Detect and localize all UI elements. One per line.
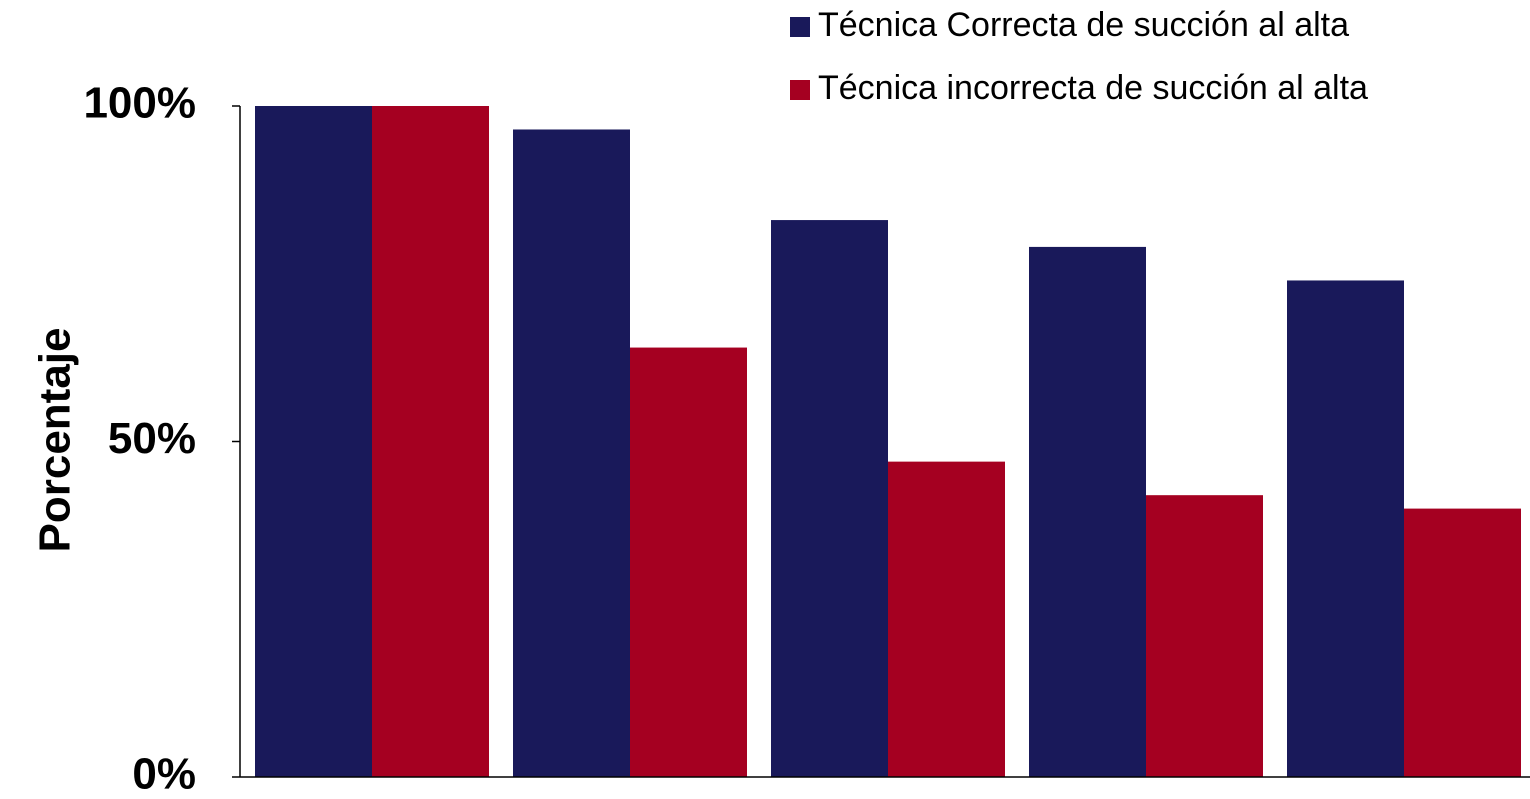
legend-swatch-0 [790, 17, 810, 37]
bar-s1-c0 [372, 106, 489, 777]
bar-s1-c4 [1404, 508, 1521, 777]
bar-s0-c4 [1287, 280, 1404, 777]
bar-s0-c3 [1029, 246, 1146, 777]
y-ticks-group: 0% 50% 100% [83, 79, 240, 799]
bar-s0-c2 [771, 220, 888, 777]
legend-swatch-1 [790, 80, 810, 100]
bar-s0-c1 [513, 129, 630, 778]
legend-label-0: Técnica Correcta de succión al alta [818, 6, 1349, 44]
y-tick-label-1: 50% [108, 414, 196, 463]
y-axis-title: Porcentaje [31, 328, 80, 553]
bars-group [255, 106, 1521, 778]
y-tick-label-0: 0% [132, 750, 196, 799]
y-tick-label-2: 100% [83, 79, 196, 128]
bar-s1-c3 [1146, 495, 1263, 777]
bar-s1-c2 [888, 461, 1005, 777]
bar-s0-c0 [255, 106, 372, 777]
bar-s1-c1 [630, 347, 747, 777]
legend-label-1: Técnica incorrecta de succión al alta [818, 69, 1368, 107]
legend: Técnica Correcta de succión al alta Técni… [790, 6, 1368, 107]
